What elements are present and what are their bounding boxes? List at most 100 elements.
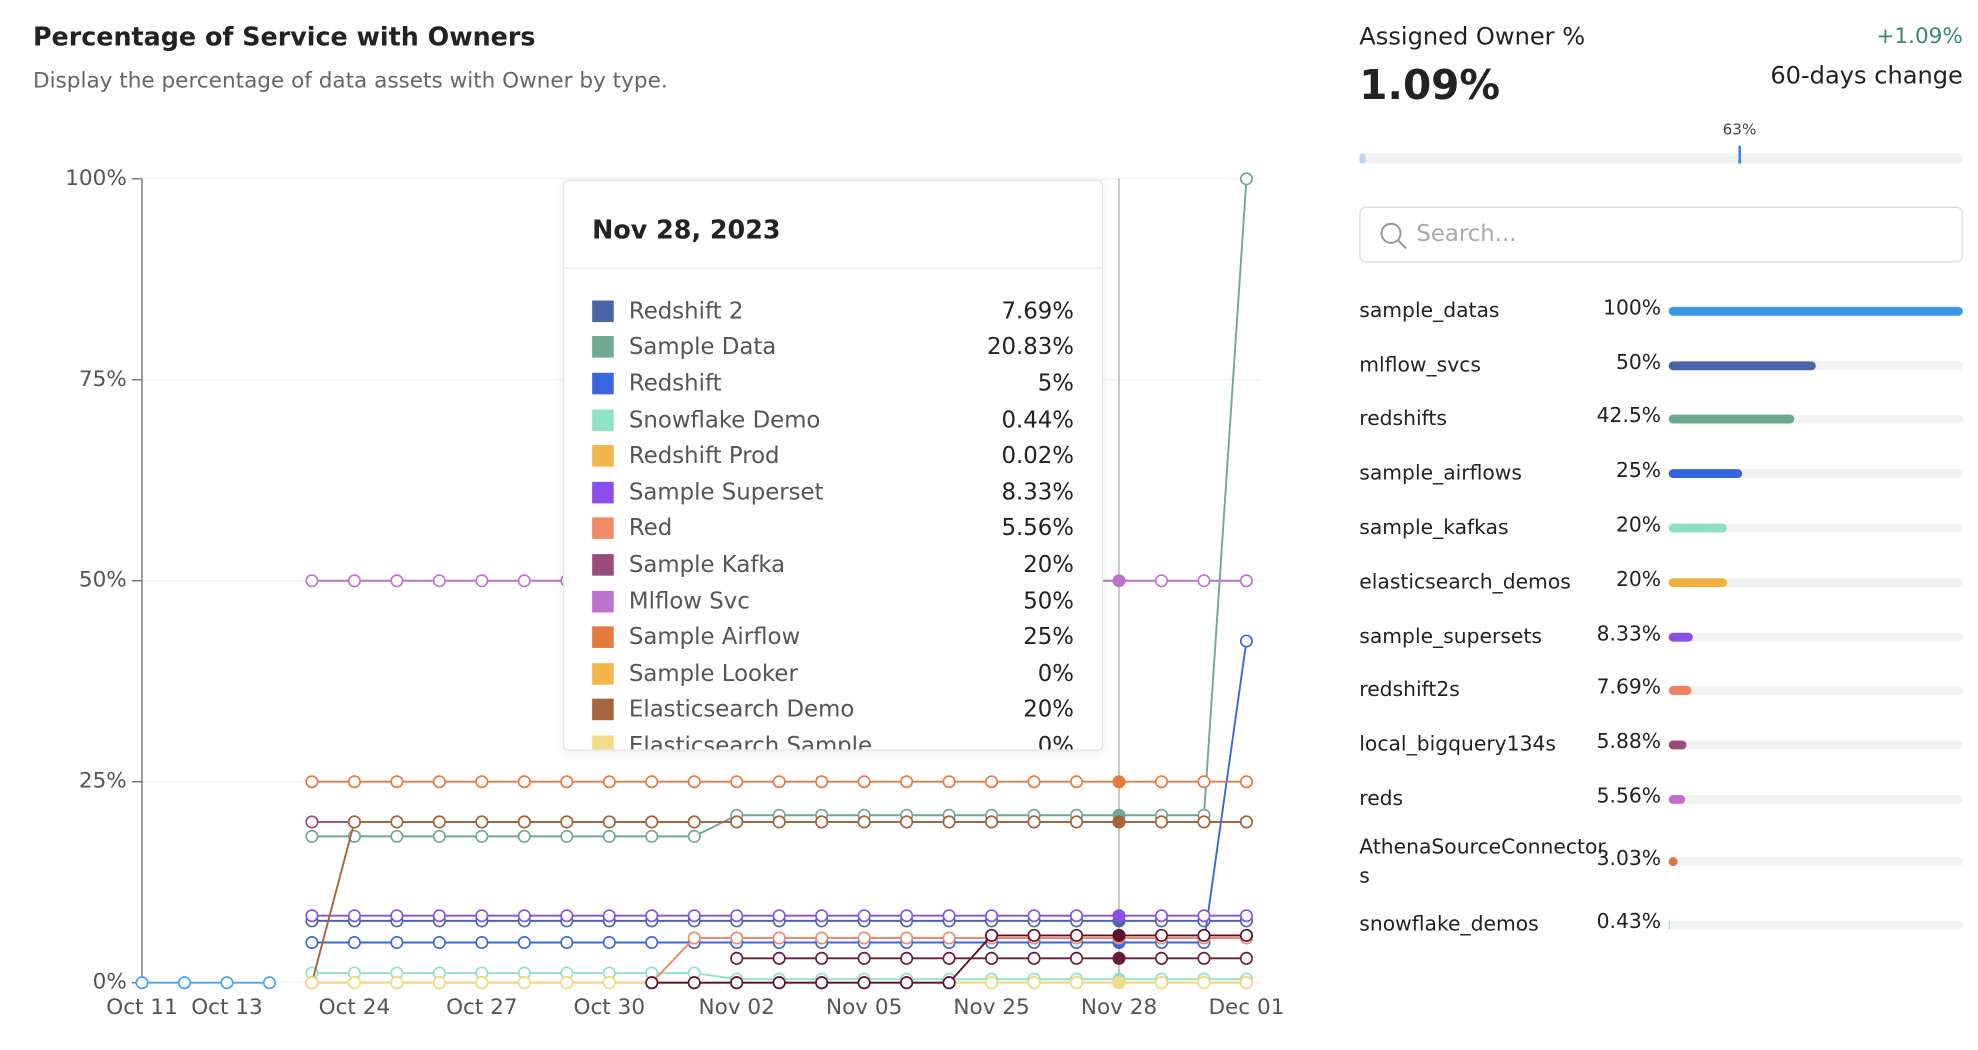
x-tick-label: Oct 24 xyxy=(319,995,391,1020)
x-tick-label: Nov 05 xyxy=(826,995,902,1020)
search-box[interactable]: Search... xyxy=(1359,206,1963,263)
data-point xyxy=(687,909,701,923)
owner-track xyxy=(1668,361,1963,371)
owner-bar xyxy=(1668,578,1728,588)
change-label: 60-days change xyxy=(1770,62,1963,91)
data-point xyxy=(432,775,446,789)
series-value: 0.44% xyxy=(1001,406,1074,434)
owner-percent: 20% xyxy=(1615,566,1662,591)
x-tick-label: Oct 30 xyxy=(574,995,646,1020)
data-point xyxy=(1239,574,1253,588)
change-value: +1.09% xyxy=(1876,24,1963,50)
data-point xyxy=(1154,951,1169,965)
data-point xyxy=(1027,976,1041,990)
data-point xyxy=(687,815,701,829)
legend-swatch xyxy=(592,554,614,576)
data-point xyxy=(602,909,616,923)
series-value: 20% xyxy=(1023,551,1074,579)
data-point xyxy=(900,775,914,789)
data-point xyxy=(262,976,276,990)
legend-swatch xyxy=(592,300,614,322)
legend-swatch xyxy=(592,336,614,359)
owner-bar xyxy=(1668,920,1670,930)
data-point xyxy=(432,815,446,829)
data-point xyxy=(305,935,319,950)
data-point xyxy=(1112,928,1126,942)
data-point xyxy=(815,815,829,829)
data-point xyxy=(815,775,829,789)
owner-track xyxy=(1668,740,1963,750)
data-point xyxy=(432,976,446,990)
data-point xyxy=(1027,951,1041,965)
owner-track xyxy=(1668,857,1963,867)
x-tick-label: Oct 11 xyxy=(106,995,178,1020)
data-point xyxy=(1197,775,1211,789)
data-point xyxy=(432,829,446,843)
data-point xyxy=(942,951,956,965)
data-point xyxy=(857,815,871,829)
data-point xyxy=(305,815,319,829)
legend-swatch xyxy=(592,590,614,612)
data-point xyxy=(645,829,659,843)
data-point xyxy=(1239,976,1253,990)
y-tick-label: 75% xyxy=(79,367,127,392)
series-name: Red xyxy=(628,515,673,542)
data-point xyxy=(1112,775,1126,789)
data-point xyxy=(687,976,701,990)
data-point xyxy=(645,935,659,950)
data-point xyxy=(1239,951,1253,965)
data-point xyxy=(305,574,319,588)
data-point xyxy=(1070,951,1084,965)
data-point xyxy=(900,951,914,965)
data-point xyxy=(475,829,489,843)
data-point xyxy=(560,909,574,923)
y-tick-label: 50% xyxy=(79,568,127,593)
data-point xyxy=(517,574,531,588)
data-point xyxy=(1112,574,1126,588)
data-point xyxy=(1070,928,1084,942)
search-icon xyxy=(1380,222,1407,250)
data-point xyxy=(517,775,531,789)
data-point xyxy=(772,909,786,923)
data-point xyxy=(1197,951,1211,965)
tooltip-row: Redshift Prod 0.02% xyxy=(592,438,1074,474)
y-tick-label: 25% xyxy=(79,769,127,794)
owner-name: mlflow_svcs xyxy=(1359,352,1481,377)
legend-swatch xyxy=(592,409,614,431)
data-point xyxy=(730,976,744,990)
tooltip-row: Elasticsearch Sample 0% xyxy=(592,728,1074,750)
data-point xyxy=(942,909,956,923)
data-point xyxy=(942,976,956,990)
data-point xyxy=(560,775,574,789)
data-point xyxy=(602,935,616,950)
data-point xyxy=(1197,574,1211,588)
data-point xyxy=(517,976,531,990)
progress-track: 63% xyxy=(1359,120,1963,164)
owner-bar xyxy=(1668,523,1728,533)
data-point xyxy=(390,909,404,923)
data-point xyxy=(985,775,999,789)
data-point xyxy=(900,931,914,945)
owner-name: redshift2s xyxy=(1359,677,1460,702)
series-name: Redshift Prod xyxy=(628,442,780,470)
owner-percent: 100% xyxy=(1603,295,1662,320)
data-point xyxy=(687,931,701,945)
data-point xyxy=(1239,909,1253,923)
tooltip-row: Sample Kafka 20% xyxy=(592,547,1074,583)
tooltip-row: Red 5.56% xyxy=(592,510,1074,546)
data-point xyxy=(1027,775,1041,789)
data-point xyxy=(1239,928,1253,942)
legend-swatch xyxy=(592,626,614,649)
data-point xyxy=(347,775,361,789)
owner-percent: 3.03% xyxy=(1596,845,1662,870)
owner-track xyxy=(1668,523,1963,533)
owner-track xyxy=(1668,920,1963,930)
data-point xyxy=(942,931,956,945)
data-point xyxy=(815,976,829,990)
data-point xyxy=(985,815,999,829)
data-point xyxy=(475,775,489,789)
series-name: Elasticsearch Demo xyxy=(628,696,855,724)
data-point xyxy=(730,909,744,923)
data-point xyxy=(1070,775,1084,789)
